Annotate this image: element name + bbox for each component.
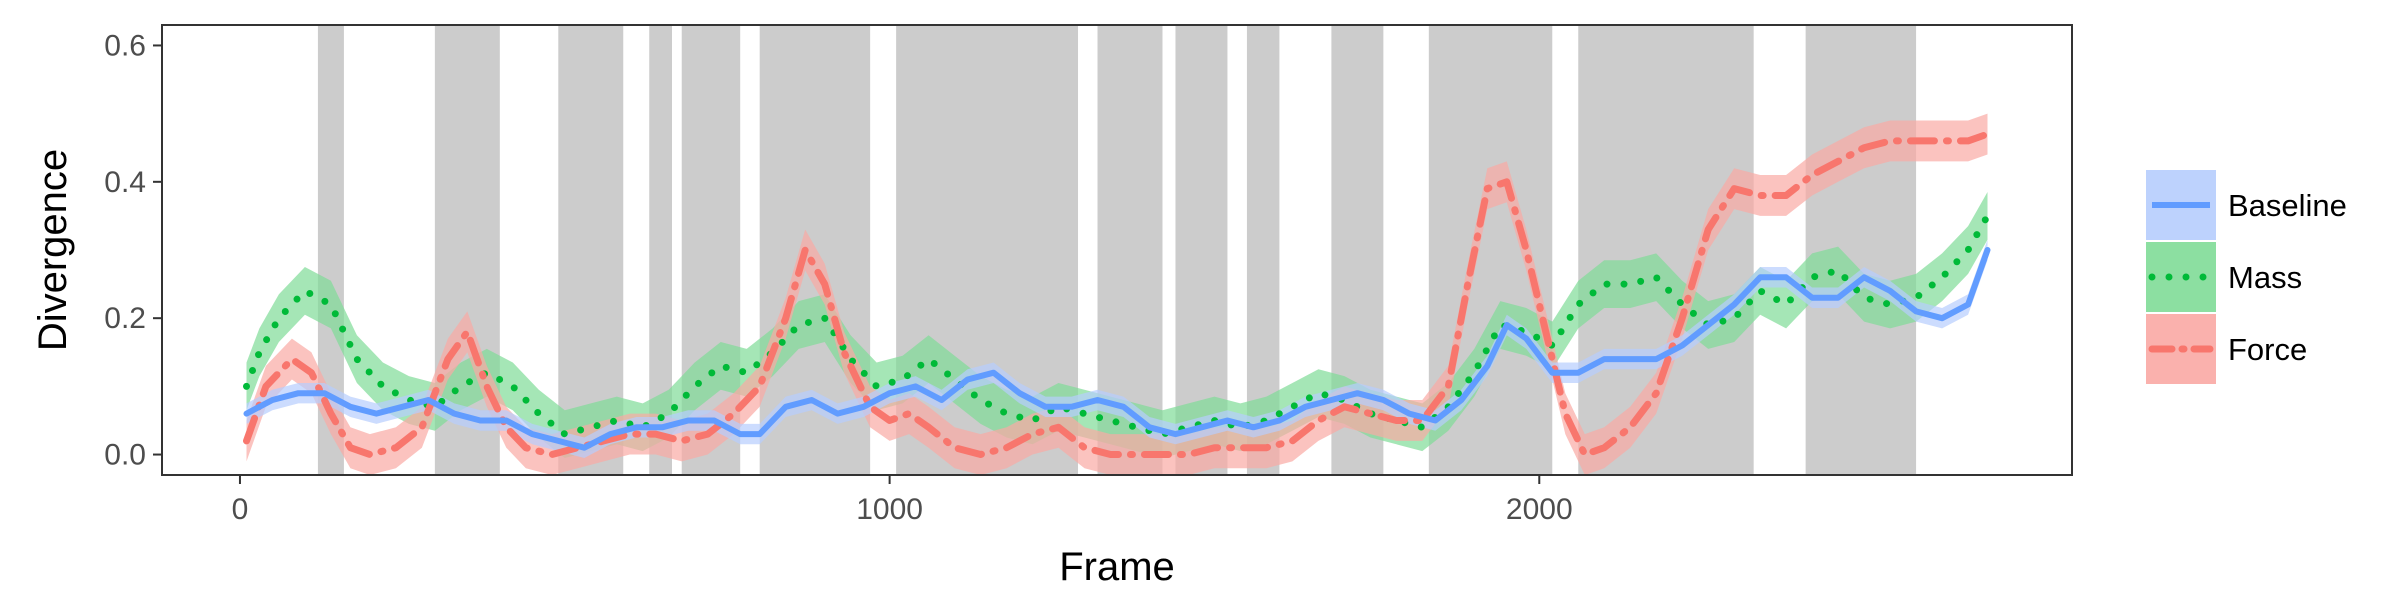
- band-force: [246, 113, 1988, 475]
- shaded-interval-13: [1578, 25, 1754, 475]
- legend-label: Force: [2228, 332, 2307, 367]
- legend-item-force: Force: [2146, 314, 2307, 384]
- x-axis-ticks: 0 1000 2000: [232, 475, 1573, 526]
- x-tick-label: 0: [232, 493, 249, 526]
- series-lines: [243, 130, 1991, 458]
- y-tick-label: 0.4: [104, 166, 146, 199]
- x-tick-label: 2000: [1506, 493, 1573, 526]
- x-axis-title: Frame: [1059, 545, 1175, 589]
- legend: Baseline Mass Force: [2146, 170, 2347, 384]
- y-axis-title: Divergence: [31, 149, 75, 351]
- y-axis-ticks: 0.0 0.2 0.4 0.6: [104, 29, 162, 472]
- band-mass: [246, 192, 1988, 458]
- y-tick-label: 0.2: [104, 302, 146, 335]
- plot-panel-border: [161, 24, 2073, 476]
- legend-label: Mass: [2228, 260, 2302, 295]
- shaded-interval-4: [649, 25, 672, 475]
- y-tick-label: 0.0: [104, 439, 146, 472]
- shaded-interval-14: [1805, 25, 1917, 475]
- y-tick-label: 0.6: [104, 29, 146, 62]
- series-line-force: [243, 130, 1991, 458]
- legend-item-baseline: Baseline: [2146, 170, 2347, 240]
- confidence-bands: [246, 113, 1988, 475]
- band-baseline: [246, 239, 1988, 458]
- series-line-baseline: [243, 247, 1991, 451]
- legend-item-mass: Mass: [2146, 242, 2302, 312]
- x-tick-label: 1000: [856, 493, 923, 526]
- legend-label: Baseline: [2228, 188, 2347, 223]
